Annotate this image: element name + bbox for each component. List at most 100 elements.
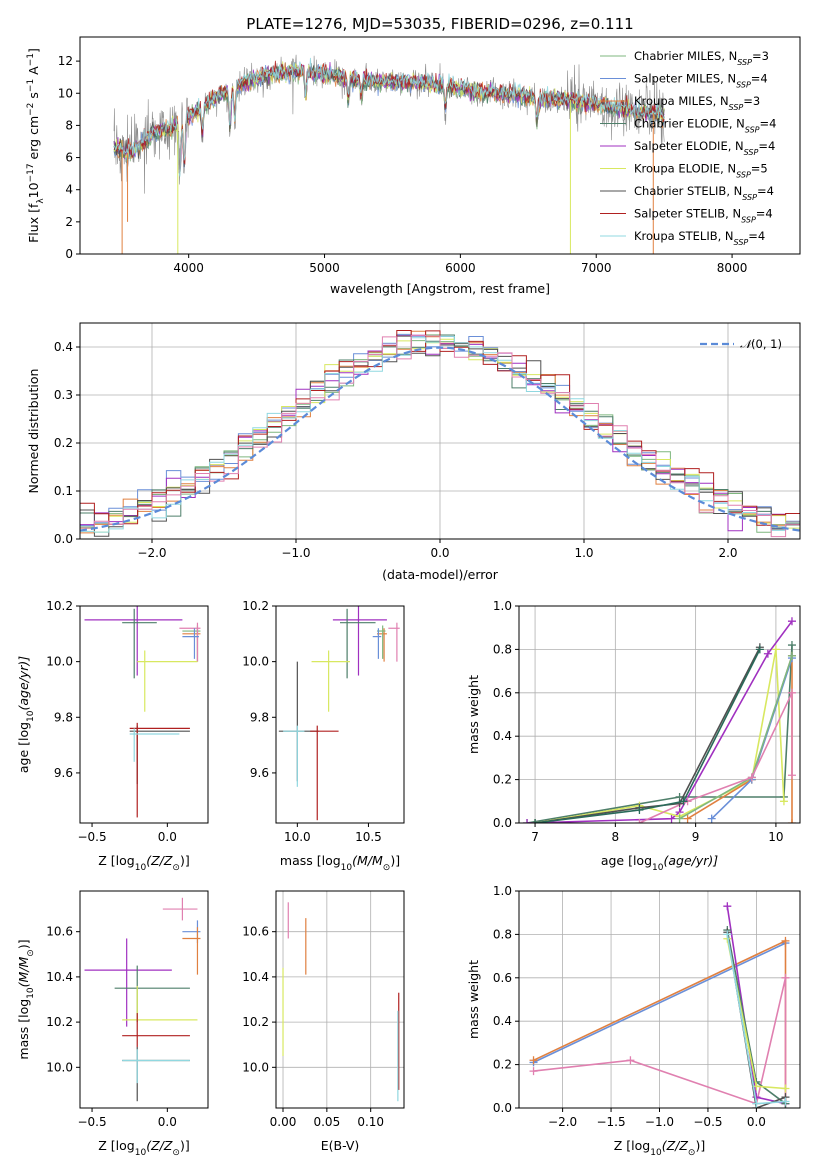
label-part: −2 — [26, 103, 36, 116]
label-part: (M/M — [352, 853, 383, 868]
x-tick-label: 1.0 — [574, 546, 593, 560]
plot-area — [282, 902, 400, 1102]
legend-sub: SSP — [734, 238, 749, 247]
mass-weight-marker — [781, 936, 790, 945]
x-tick-label: −1.5 — [596, 1115, 625, 1129]
x-tick-label: 10.5 — [355, 830, 382, 844]
y-tick-label: 4 — [65, 183, 73, 197]
label-part: mass [log — [280, 853, 341, 868]
label-part: 10 — [652, 863, 664, 873]
x-tick-label: 6000 — [445, 261, 476, 275]
y-tick-label: 0.4 — [493, 1014, 512, 1028]
y-tick-label: 0.2 — [54, 436, 73, 450]
residual-histogram-step — [80, 334, 800, 539]
label-part: −1 — [26, 79, 36, 92]
plot-area — [84, 606, 201, 818]
y-axis-label: mass weight — [466, 675, 481, 754]
panels-group: 4000 5000 6000 7000 8000 0 2 4 6 8 10 12 wavelength … — [16, 36, 801, 1158]
y-tick-label: 0 — [65, 247, 73, 261]
x-axis-label: age [log10(age/yr)] — [601, 853, 718, 873]
x-tick-label: 8000 — [717, 261, 748, 275]
x-tick-label: 0.0 — [430, 546, 449, 560]
y-tick-label: 0.6 — [493, 971, 512, 985]
label-part: ⊙ — [26, 949, 36, 957]
errorbar-point — [162, 897, 198, 921]
mass-weight-marker — [771, 645, 780, 654]
label-part: λ — [36, 198, 46, 204]
mass-weight-marker — [523, 819, 532, 823]
axes-frame — [79, 36, 801, 255]
label-part: Z [log — [98, 1138, 134, 1153]
label-part: age [log — [16, 722, 31, 773]
errorbar-point — [278, 661, 319, 782]
mass-weight-marker — [679, 797, 688, 806]
legend-sub: SSP — [737, 58, 752, 67]
axes-frame — [79, 605, 209, 824]
y-tick-label: 0.0 — [54, 532, 73, 546]
plot-area — [529, 902, 790, 1108]
legend-sub: SSP — [729, 103, 744, 112]
label-part: ⊙ — [172, 1148, 180, 1158]
y-tick-label: 0.6 — [493, 686, 512, 700]
legend-value: =4 — [760, 117, 777, 131]
legend-name: Salpeter STELIB, N — [634, 207, 741, 221]
mass-weight-marker — [635, 819, 644, 823]
x-tick-label: −0.5 — [77, 1115, 106, 1129]
x-axis-label: E(B-V) — [321, 1138, 360, 1153]
errorbar-point — [122, 1013, 190, 1047]
legend-sub: SSP — [745, 125, 760, 134]
label-part: Flux [f — [26, 203, 41, 243]
legend-value: =4 — [758, 139, 775, 153]
label-part: )] — [180, 853, 190, 868]
x-axis-label: Z [log10(Z/Z⊙)] — [98, 1138, 189, 1158]
mass-weight-marker — [635, 805, 644, 814]
errorbar-point — [122, 1049, 190, 1084]
mass-weight-marker — [667, 814, 676, 823]
y-tick-label: 10.0 — [46, 655, 73, 669]
errorbar-point — [122, 608, 157, 679]
label-part: s — [26, 92, 41, 103]
y-tick-label: 0.0 — [493, 816, 512, 830]
y-tick-label: 2 — [65, 215, 73, 229]
mass-weight-line — [535, 649, 761, 823]
y-tick-label: 0.4 — [493, 729, 512, 743]
mass-weight-marker — [781, 1097, 790, 1106]
axes-frame — [518, 605, 801, 824]
errorbar-point — [311, 650, 350, 712]
label-part: (Z/Z — [662, 1138, 689, 1153]
errorbar-point — [129, 728, 180, 762]
residuals-panel: −2.0 −1.0 0.0 1.0 2.0 0.0 0.1 0.2 0.3 0.4 (data-mo… — [26, 322, 801, 582]
y-tick-label: 9.6 — [54, 766, 73, 780]
mass-weight-marker — [675, 814, 684, 823]
mass-weight-line — [639, 692, 793, 823]
y-tick-label: 0.2 — [493, 773, 512, 787]
legend-name: Kroupa ELODIE, N — [634, 162, 736, 176]
legend-value: =4 — [751, 72, 768, 86]
label-part: age [log — [601, 853, 652, 868]
y-tick-label: 10 — [58, 86, 73, 100]
y-tick-label: 10.6 — [242, 925, 269, 939]
legend-value: =4 — [757, 184, 774, 198]
mass-weight-marker — [755, 645, 764, 654]
legend-name: Salpeter ELODIE, N — [634, 139, 744, 153]
errorbar-point — [122, 985, 198, 1021]
legend-value: =5 — [751, 162, 768, 176]
y-tick-label: 8 — [65, 118, 73, 132]
legend-sub: SSP — [741, 215, 756, 224]
y-tick-label: 0.2 — [493, 1058, 512, 1072]
y-tick-label: 0.0 — [493, 1101, 512, 1115]
legend-name: Kroupa STELIB, N — [634, 229, 734, 243]
errorbar-point — [182, 927, 201, 975]
errorbar-point — [332, 606, 387, 676]
legend-entry: Chabrier MILES, NSSP=3 — [634, 49, 769, 67]
y-tick-label: 1.0 — [493, 884, 512, 898]
y-tick-label: 1.0 — [493, 599, 512, 613]
legend-value: =4 — [748, 229, 765, 243]
label-part: 10 — [341, 863, 353, 873]
legend-sub: SSP — [736, 80, 751, 89]
y-tick-label: 0.3 — [54, 388, 73, 402]
mass-weight-marker — [683, 814, 692, 823]
mass-weight-marker — [531, 819, 540, 823]
mass-weight-marker — [747, 773, 756, 782]
